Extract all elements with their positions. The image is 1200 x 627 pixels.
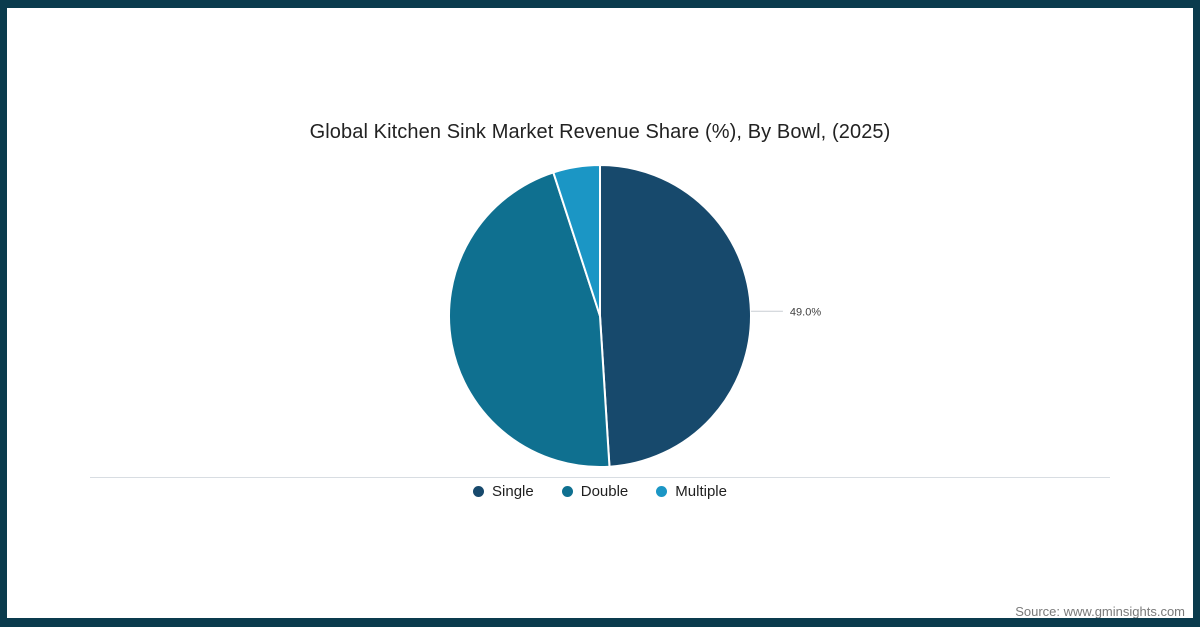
pie-slice-single[interactable]	[599, 164, 752, 468]
pie-slice-double[interactable]	[448, 171, 611, 468]
legend-label-double: Double	[580, 483, 629, 500]
legend-divider	[90, 477, 1110, 478]
legend-swatch-multiple	[656, 486, 668, 497]
legend: Single Double Multiple	[7, 483, 1193, 500]
legend-item-double[interactable]: Double	[561, 483, 629, 500]
legend-swatch-double	[561, 486, 573, 497]
source-credit: Source: www.gminsights.com	[1015, 604, 1185, 619]
slice-value-label: 49.0%	[790, 306, 821, 318]
legend-item-single[interactable]: Single	[473, 483, 534, 500]
pie-chart: 49.0%	[448, 164, 821, 468]
legend-label-multiple: Multiple	[675, 483, 727, 500]
legend-swatch-single	[473, 486, 485, 497]
legend-item-multiple[interactable]: Multiple	[656, 483, 727, 500]
pie-slice-multiple[interactable]	[552, 164, 601, 317]
chart-title: Global Kitchen Sink Market Revenue Share…	[309, 121, 891, 143]
legend-label-single: Single	[492, 483, 534, 500]
